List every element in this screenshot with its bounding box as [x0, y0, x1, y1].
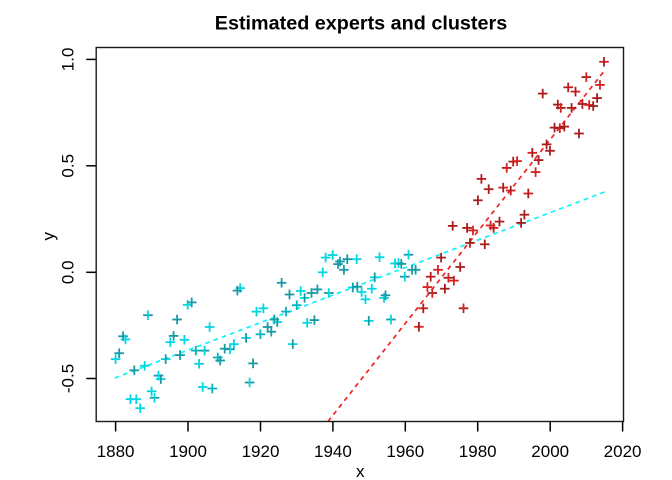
svg-text:1920: 1920 [242, 442, 280, 461]
svg-text:2000: 2000 [531, 442, 569, 461]
svg-text:-0.5: -0.5 [59, 364, 78, 393]
svg-text:1960: 1960 [386, 442, 424, 461]
svg-text:Estimated experts and clusters: Estimated experts and clusters [215, 13, 507, 35]
svg-text:1940: 1940 [314, 442, 352, 461]
svg-text:2020: 2020 [604, 442, 642, 461]
svg-text:1900: 1900 [169, 442, 207, 461]
svg-text:0.5: 0.5 [59, 154, 78, 178]
svg-text:1880: 1880 [97, 442, 135, 461]
svg-text:y: y [39, 232, 58, 241]
svg-text:0.0: 0.0 [59, 260, 78, 284]
svg-text:1.0: 1.0 [59, 48, 78, 72]
svg-text:x: x [356, 462, 365, 480]
svg-text:1980: 1980 [459, 442, 497, 461]
